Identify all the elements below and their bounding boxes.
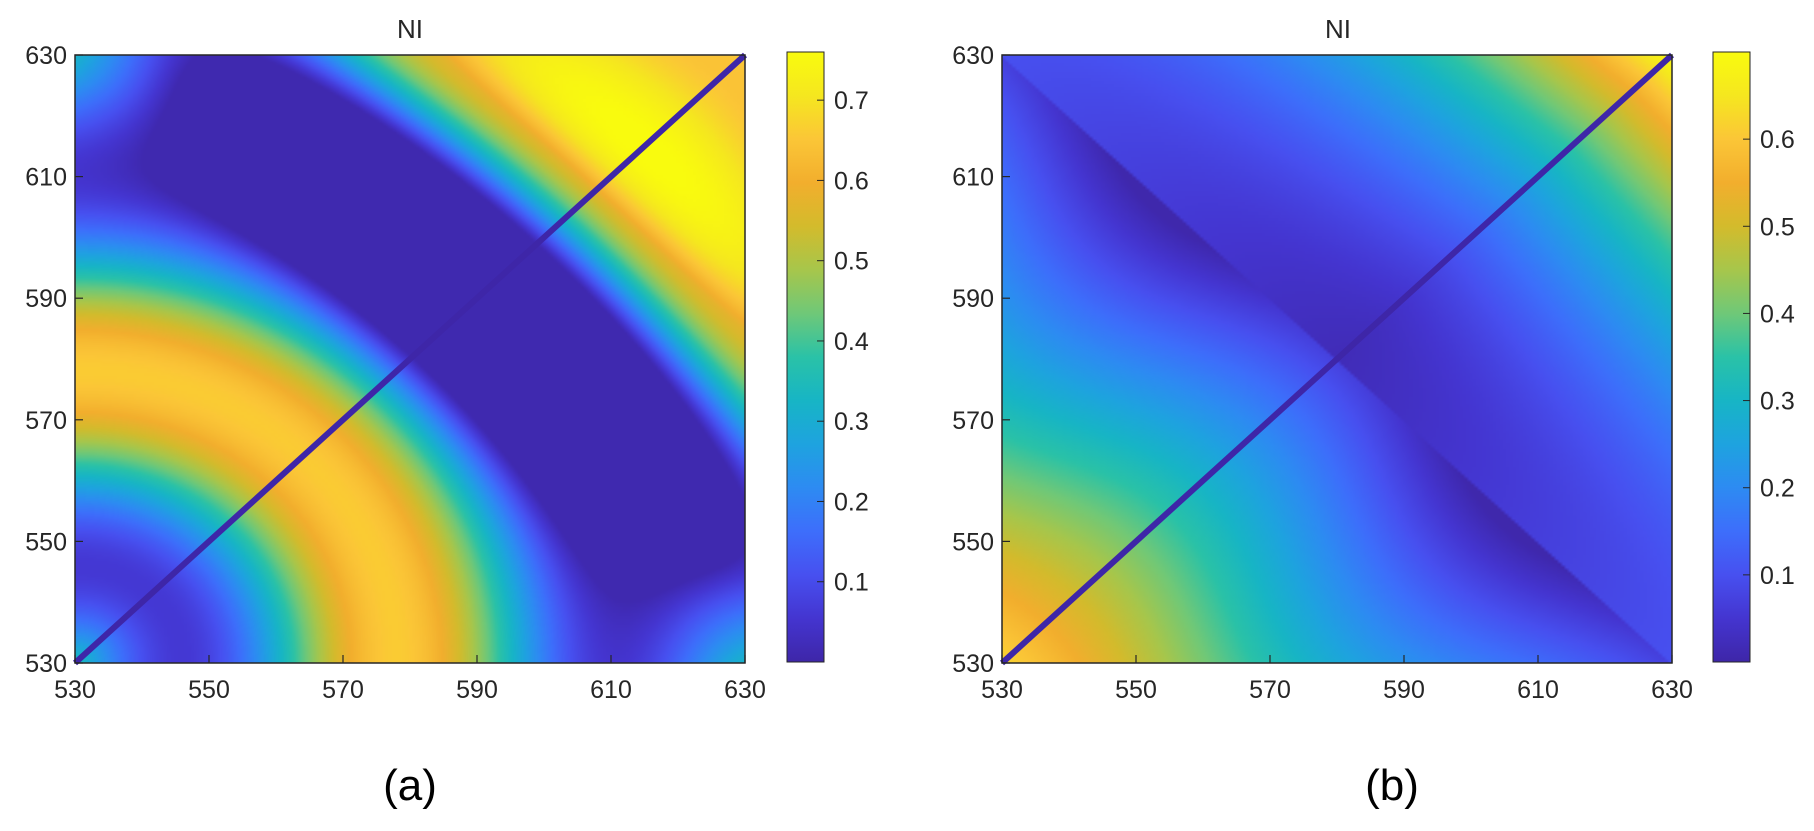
y-axis: 530 550 570 590 610 630 [952,42,1010,678]
x-tick-label: 610 [1517,676,1559,704]
x-tick-label: 590 [1383,676,1425,704]
x-axis: 530 550 570 590 610 630 [54,655,766,704]
colorbar [1712,51,1751,663]
x-axis: 530 550 570 590 610 630 [981,655,1693,704]
y-tick-label: 570 [952,407,994,435]
colorbar-tick-label: 0.6 [834,167,869,195]
x-tick-label: 630 [724,676,766,704]
colorbar-ticks: 0.1 0.2 0.3 0.4 0.5 0.6 0.7 [817,87,869,597]
y-axis: 530 550 570 590 610 630 [25,42,83,678]
y-tick-label: 610 [952,164,994,192]
y-tick-label: 530 [952,650,994,678]
x-tick-label: 570 [322,676,364,704]
x-tick-label: 570 [1249,676,1291,704]
y-tick-label: 610 [25,164,67,192]
colorbar-tick-label: 0.4 [834,328,869,356]
y-tick-label: 530 [25,650,67,678]
x-tick-label: 530 [54,676,96,704]
diagonal-line [72,52,748,666]
plot-frame [1001,54,1673,664]
x-tick-label: 610 [590,676,632,704]
y-tick-label: 550 [25,528,67,556]
y-tick-label: 550 [952,528,994,556]
y-tick-label: 570 [25,407,67,435]
plot-frame [74,54,746,664]
colorbar-tick-label: 0.7 [834,87,869,115]
chart-title: NI [397,14,423,44]
heatmap-panel-b: NI 530 550 570 590 610 630 530 550 570 590 610 630… [952,14,1795,810]
colorbar-tick-label: 0.2 [1760,475,1795,503]
diagonal-mark [999,52,1675,666]
colorbar-tick-label: 0.6 [1760,126,1795,154]
colorbar-tick-label: 0.3 [1760,388,1795,416]
x-tick-label: 630 [1651,676,1693,704]
colorbar-tick-label: 0.1 [834,569,869,597]
colorbar-tick-label: 0.5 [834,248,869,276]
panel-label: (a) [383,761,437,810]
y-tick-label: 630 [952,42,994,70]
colorbar-tick-label: 0.1 [1760,562,1795,590]
x-tick-label: 530 [981,676,1023,704]
chart-title: NI [1325,14,1351,44]
diagonal-line [999,52,1675,666]
colorbar [786,51,825,663]
heatmap-panel-a: NI 530 550 570 590 610 630 530 550 570 590 610 630… [25,14,869,810]
colorbar-tick-label: 0.4 [1760,300,1795,328]
colorbar-ticks: 0.1 0.2 0.3 0.4 0.5 0.6 [1743,126,1795,590]
colorbar-tick-label: 0.5 [1760,213,1795,241]
diagonal-mark [72,52,748,666]
x-tick-label: 550 [188,676,230,704]
x-tick-label: 550 [1115,676,1157,704]
y-tick-label: 590 [25,285,67,313]
y-tick-label: 630 [25,42,67,70]
panel-label: (b) [1365,761,1419,810]
x-tick-label: 590 [456,676,498,704]
colorbar-tick-label: 0.2 [834,488,869,516]
y-tick-label: 590 [952,285,994,313]
colorbar-tick-label: 0.3 [834,408,869,436]
